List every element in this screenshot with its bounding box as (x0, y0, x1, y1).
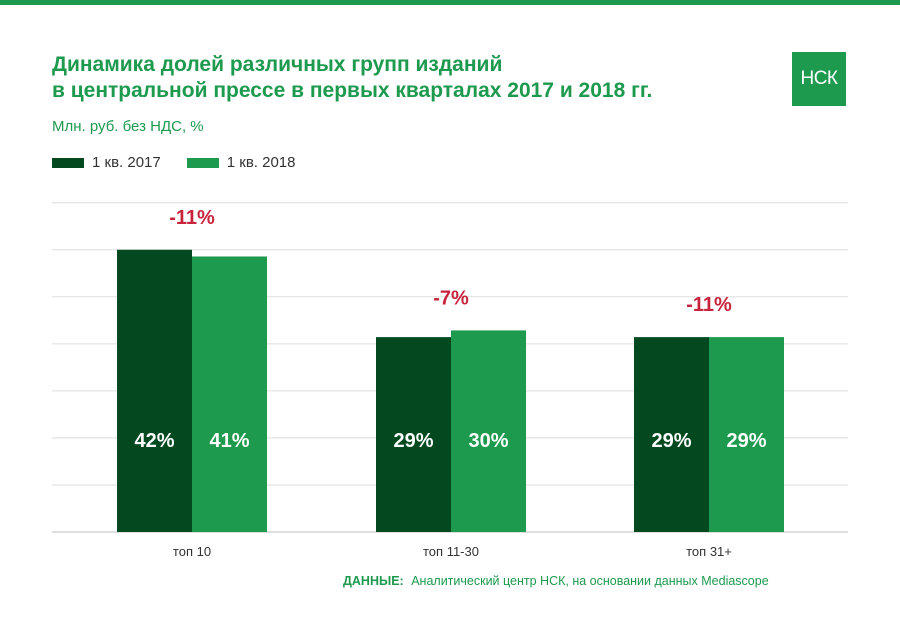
chart-legend: 1 кв. 2017 1 кв. 2018 (52, 154, 322, 171)
bar-value-label: 29% (393, 430, 433, 452)
change-label: -11% (169, 207, 215, 229)
bar-value-label: 30% (468, 430, 508, 452)
legend-label-2017: 1 кв. 2017 (92, 154, 161, 171)
nsk-logo: НСК (792, 52, 846, 106)
bar-value-label: 29% (651, 430, 691, 452)
bar-value-label: 41% (209, 430, 249, 452)
x-tick-label: топ 11-30 (423, 544, 479, 559)
legend-item-2017: 1 кв. 2017 (52, 154, 161, 171)
legend-item-2018: 1 кв. 2018 (186, 154, 296, 171)
data-source-text: Аналитический центр НСК, на основании да… (411, 574, 769, 588)
x-tick-label: топ 10 (173, 544, 211, 559)
bar (376, 337, 451, 532)
data-source: ДАННЫЕ: Аналитический центр НСК, на осно… (343, 574, 769, 588)
change-label: -7% (433, 287, 469, 309)
bar-value-label: 29% (726, 430, 766, 452)
legend-label-2018: 1 кв. 2018 (226, 154, 296, 171)
bar (709, 337, 784, 532)
chart-title: Динамика долей различных групп изданий в… (52, 52, 752, 104)
bar (192, 256, 267, 532)
chart-title-line-2: в центральной прессе в первых кварталах … (52, 79, 653, 102)
bar (117, 249, 192, 532)
top-accent-bar (0, 0, 900, 5)
bar (634, 337, 709, 532)
x-tick-label: топ 31+ (686, 544, 732, 559)
legend-swatch-2018 (186, 157, 219, 168)
chart-subtitle: Млн. руб. без НДС, % (52, 118, 204, 135)
chart-title-line-1: Динамика долей различных групп изданий (52, 53, 503, 76)
bar (451, 330, 526, 532)
bar-value-label: 42% (134, 430, 174, 452)
change-label: -11% (686, 294, 732, 316)
legend-swatch-2017 (52, 157, 84, 168)
data-source-label: ДАННЫЕ: (343, 574, 404, 588)
